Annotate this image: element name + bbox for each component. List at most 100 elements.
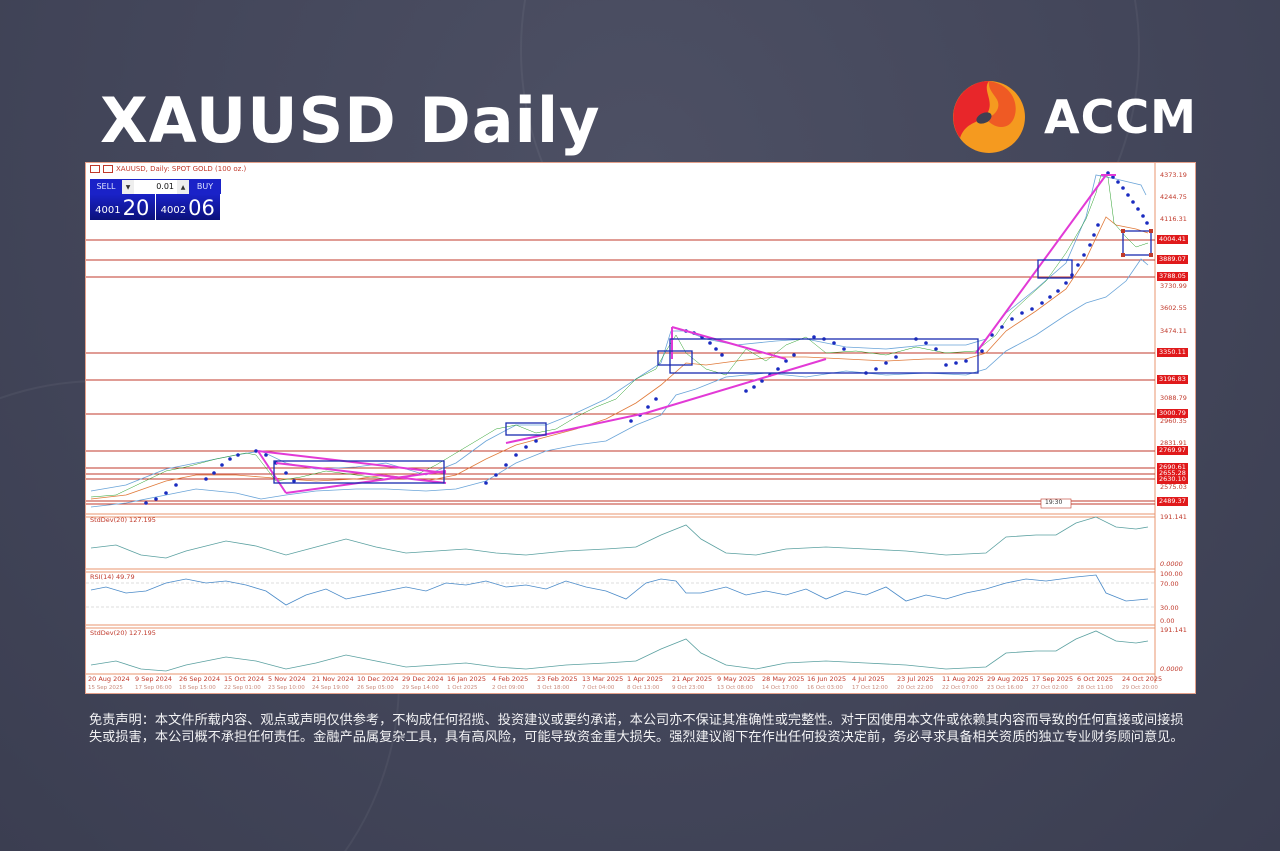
buy-button[interactable]: BUY [189,179,221,194]
sell-button[interactable]: SELL [90,179,122,194]
x-tick-secondary: 24 Sep 19:00 [312,685,349,691]
lot-size-stepper[interactable]: ▼ 0.01 ▲ [122,179,189,194]
x-tick: 16 Jun 2025 [807,675,847,683]
accm-logo-icon [953,81,1025,153]
x-tick-secondary: 22 Oct 07:00 [942,685,978,691]
price-axis-tick: 3730.99 [1160,282,1187,290]
x-tick-secondary: 15 Sep 2025 [88,685,123,691]
rsi-axis-30: 30.00 [1160,604,1179,612]
one-click-trading-panel: SELL ▼ 0.01 ▲ BUY 4001 20 4002 06 [90,179,221,220]
x-tick-secondary: 8 Oct 13:00 [627,685,660,691]
x-tick-secondary: 18 Sep 15:00 [179,685,216,691]
level-label: 2489.37 [1157,497,1188,506]
sell-price-button[interactable]: 4001 20 [90,194,155,220]
brand-logo: ACCM [952,80,1197,154]
level-label: 3350.11 [1157,348,1188,357]
level-label: 2655.28 [1157,469,1188,478]
price-chart[interactable]: XAUUSD, Daily: SPOT GOLD (100 oz.) SELL … [85,162,1196,694]
level-label: 2690.61 [1157,463,1188,472]
rsi-axis-0: 0.00 [1160,617,1175,625]
x-tick-secondary: 1 Oct 2025 [447,685,478,691]
price-axis-tick: 4373.19 [1160,171,1187,179]
price-axis-tick: 3602.55 [1160,304,1187,312]
buy-price-button[interactable]: 4002 06 [155,194,220,220]
disclaimer-text: 免责声明：本文件所载内容、观点或声明仅供参考，不构成任何招揽、投资建议或要约承诺… [89,713,1184,745]
chart-menu-icon[interactable] [90,165,100,173]
price-axis-tick: 3088.79 [1160,394,1187,402]
x-tick: 21 Apr 2025 [672,675,713,683]
x-tick: 29 Dec 2024 [402,675,444,683]
x-tick: 6 Oct 2025 [1077,675,1114,683]
page-title: XAUUSD Daily [100,84,601,157]
stddev2-indicator-label: StdDev(20) 127.195 [90,629,156,637]
x-tick-secondary: 7 Oct 04:00 [582,685,615,691]
x-tick: 15 Oct 2024 [224,675,265,683]
x-tick-secondary: 16 Oct 03:00 [807,685,843,691]
stddev-indicator-label: StdDev(20) 127.195 [90,516,156,524]
price-axis-tick: 3474.11 [1160,327,1187,335]
stddev2-axis-bottom: 0.0000 [1160,665,1183,673]
x-tick-secondary: 14 Oct 17:00 [762,685,798,691]
time-marker: 19:30 [1045,499,1063,506]
x-tick-secondary: 13 Oct 08:00 [717,685,753,691]
x-tick-secondary: 26 Sep 05:00 [357,685,394,691]
x-tick-secondary: 23 Sep 10:00 [268,685,305,691]
price-axis-tick: 4244.75 [1160,193,1187,201]
chart-canvas [86,163,1156,683]
x-tick: 11 Aug 2025 [942,675,984,683]
level-label: 3788.05 [1157,272,1188,281]
decrease-lot-icon[interactable]: ▼ [122,180,134,194]
rsi-axis-70: 70.00 [1160,580,1179,588]
x-tick: 9 Sep 2024 [135,675,173,683]
x-tick: 29 Aug 2025 [987,675,1029,683]
x-tick-secondary: 17 Oct 12:00 [852,685,888,691]
price-axis-tick: 2575.03 [1160,483,1187,491]
level-label: 2630.10 [1157,475,1188,484]
x-tick: 23 Jul 2025 [897,675,934,683]
brand-name: ACCM [1044,90,1197,144]
chart-symbol-header: XAUUSD, Daily: SPOT GOLD (100 oz.) [90,165,246,173]
lot-size-input[interactable]: 0.01 [156,182,174,191]
x-tick: 24 Oct 2025 [1122,675,1163,683]
x-tick-secondary: 29 Sep 14:00 [402,685,439,691]
x-tick-secondary: 23 Oct 16:00 [987,685,1023,691]
level-label: 4004.41 [1157,235,1188,244]
x-tick: 16 Jan 2025 [447,675,486,683]
rsi-axis-100: 100.00 [1160,570,1183,578]
x-tick-secondary: 28 Oct 11:00 [1077,685,1113,691]
symbol-icon [103,165,113,173]
x-tick: 5 Nov 2024 [268,675,306,683]
x-tick: 10 Dec 2024 [357,675,399,683]
level-label: 2769.97 [1157,446,1188,455]
rsi-indicator-label: RSI(14) 49.79 [90,573,135,581]
price-axis-tick: 2960.35 [1160,417,1187,425]
stddev-axis-bottom: 0.0000 [1160,560,1183,568]
x-tick: 20 Aug 2024 [88,675,130,683]
x-tick: 1 Apr 2025 [627,675,664,683]
price-axis-tick: 4116.31 [1160,215,1187,223]
increase-lot-icon[interactable]: ▲ [177,180,189,194]
x-tick: 28 May 2025 [762,675,805,683]
x-tick: 21 Nov 2024 [312,675,354,683]
x-tick-secondary: 3 Oct 18:00 [537,685,570,691]
x-tick: 26 Sep 2024 [179,675,221,683]
level-label: 3000.79 [1157,409,1188,418]
x-tick-secondary: 17 Sep 06:00 [135,685,172,691]
level-label: 3196.83 [1157,375,1188,384]
x-tick: 17 Sep 2025 [1032,675,1074,683]
stddev2-axis-top: 191.141 [1160,626,1187,634]
x-tick-secondary: 9 Oct 23:00 [672,685,705,691]
x-tick: 13 Mar 2025 [582,675,624,683]
x-tick: 9 May 2025 [717,675,756,683]
x-tick-secondary: 20 Oct 22:00 [897,685,933,691]
x-tick-secondary: 29 Oct 20:00 [1122,685,1158,691]
x-tick: 4 Jul 2025 [852,675,885,683]
x-tick-secondary: 22 Sep 01:00 [224,685,261,691]
x-tick-secondary: 27 Oct 02:00 [1032,685,1068,691]
stddev-axis-top: 191.141 [1160,513,1187,521]
x-tick: 23 Feb 2025 [537,675,578,683]
level-label: 3889.07 [1157,255,1188,264]
x-tick: 4 Feb 2025 [492,675,529,683]
symbol-title: XAUUSD, Daily: SPOT GOLD (100 oz.) [116,165,247,173]
x-tick-secondary: 2 Oct 09:00 [492,685,525,691]
